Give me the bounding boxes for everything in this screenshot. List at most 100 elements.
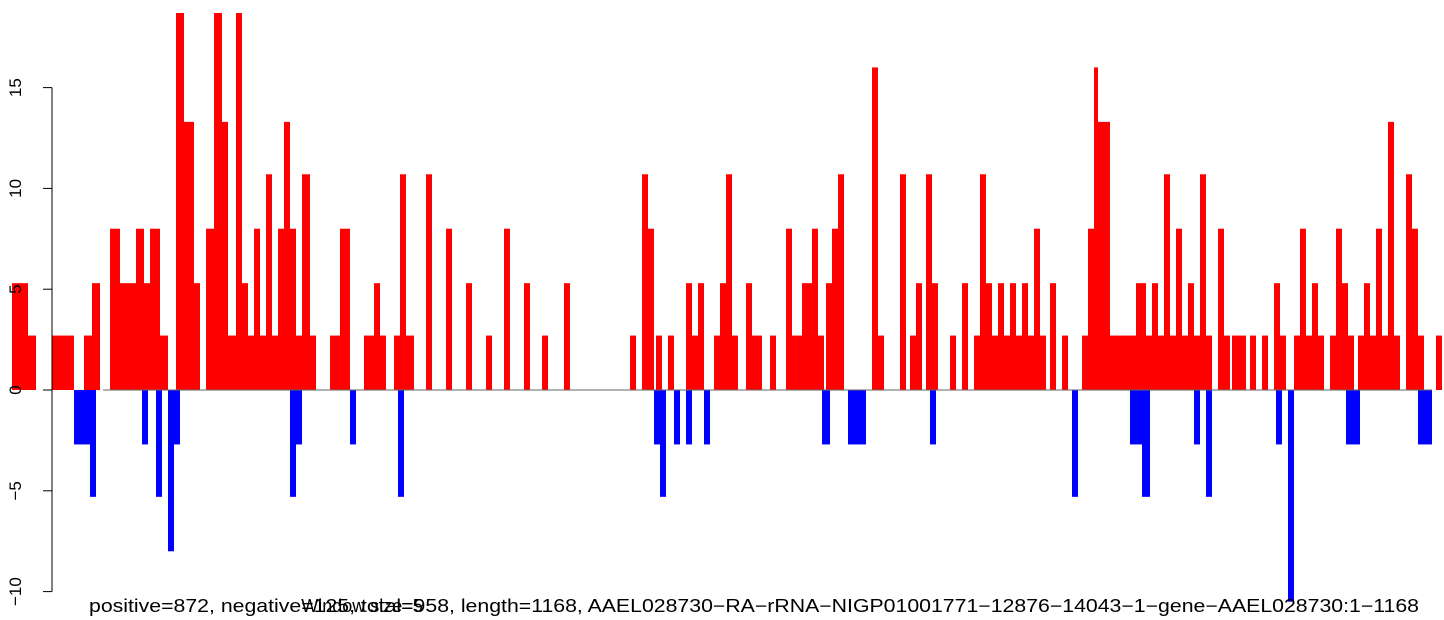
negative-bar (1194, 390, 1200, 445)
negative-bar (1130, 390, 1142, 445)
positive-bar (1200, 174, 1206, 390)
caption-line1: positive=872, negative=125, total=958, l… (89, 596, 1419, 616)
positive-bar (932, 283, 938, 390)
positive-bar (272, 335, 278, 390)
positive-bar (1004, 335, 1010, 390)
y-ticks: −10 −5 0 5 10 15 (6, 78, 52, 606)
positive-bar (1146, 335, 1152, 390)
positive-bar (52, 335, 74, 390)
positive-bar (400, 174, 406, 390)
caption-line2: Window size=5 (301, 596, 423, 616)
positive-bar (1348, 335, 1354, 390)
positive-bar (1300, 228, 1306, 390)
positive-bar (642, 174, 648, 390)
positive-bar (986, 283, 992, 390)
positive-bar (260, 335, 266, 390)
positive-bar (120, 283, 136, 390)
positive-bar (1382, 335, 1388, 390)
positive-bar (144, 283, 150, 390)
positive-bar (1082, 335, 1088, 390)
positive-bar (692, 335, 698, 390)
positive-bar (374, 283, 380, 390)
positive-bar (1388, 121, 1394, 391)
positive-bar (1370, 335, 1376, 390)
positive-bar (1170, 335, 1176, 390)
positive-bar (1206, 335, 1212, 390)
positive-bar (980, 174, 986, 390)
positive-bar (1294, 335, 1300, 390)
y-tick-label: 10 (6, 179, 25, 198)
positive-bar (720, 283, 726, 390)
positive-bar (84, 335, 92, 390)
positive-bar (1318, 335, 1324, 390)
negative-bar (674, 390, 680, 445)
positive-bar (504, 228, 510, 390)
negative-bar (1072, 390, 1078, 497)
positive-bar (1158, 335, 1164, 390)
positive-bar (992, 335, 998, 390)
positive-bar (818, 335, 824, 390)
positive-bar (878, 335, 884, 390)
positive-bar (1280, 335, 1286, 390)
positive-bar (296, 335, 302, 390)
positive-bar (28, 335, 36, 390)
negative-bar (1276, 390, 1282, 445)
positive-bar (1250, 335, 1256, 390)
positive-bar (726, 174, 732, 390)
positive-bar (248, 335, 254, 390)
positive-bar (1394, 335, 1400, 390)
positive-bar (426, 174, 432, 390)
positive-bar (310, 335, 316, 390)
positive-bar (1098, 121, 1110, 391)
positive-bar (1164, 174, 1170, 390)
positive-bar (1176, 228, 1182, 390)
positive-bar (176, 13, 184, 390)
negative-bar (142, 390, 148, 445)
positive-bar (1110, 335, 1136, 390)
positive-bar (12, 283, 28, 390)
y-tick-label: −5 (6, 481, 25, 500)
positive-bar (910, 335, 916, 390)
negative-bar (654, 390, 660, 445)
positive-bars (12, 13, 1442, 391)
negative-bars (74, 390, 1432, 602)
negative-bar (660, 390, 666, 497)
positive-bar (786, 228, 792, 390)
positive-bar (340, 228, 350, 390)
positive-bar (1232, 335, 1246, 390)
positive-bar (832, 228, 838, 390)
negative-bar (90, 390, 96, 497)
positive-bar (1312, 283, 1318, 390)
positive-bar (1182, 335, 1188, 390)
positive-bar (826, 283, 832, 390)
positive-bar (406, 335, 414, 390)
positive-bar (1022, 283, 1028, 390)
y-axis: −10 −5 0 5 10 15 (6, 78, 53, 606)
positive-bar (812, 228, 818, 390)
positive-bar (466, 283, 472, 390)
positive-bar (974, 335, 980, 390)
positive-bar (364, 335, 374, 390)
positive-bar (1224, 335, 1230, 390)
positive-bar (872, 67, 878, 390)
positive-bar (1088, 228, 1094, 390)
positive-bar (110, 228, 120, 390)
positive-bar (1050, 283, 1056, 390)
positive-bar (770, 335, 776, 390)
positive-bar (194, 283, 200, 390)
positive-bar (668, 335, 674, 390)
positive-bar (648, 228, 654, 390)
positive-bar (1034, 228, 1040, 390)
positive-bar (184, 121, 194, 391)
positive-bar (1330, 335, 1336, 390)
positive-bar (1418, 335, 1424, 390)
positive-bar (278, 228, 284, 390)
positive-bar (1436, 335, 1442, 390)
positive-bar (160, 335, 168, 390)
positive-bar (1016, 335, 1022, 390)
positive-bar (900, 174, 906, 390)
positive-bar (446, 228, 452, 390)
positive-bar (254, 228, 260, 390)
positive-bar (1094, 67, 1098, 390)
